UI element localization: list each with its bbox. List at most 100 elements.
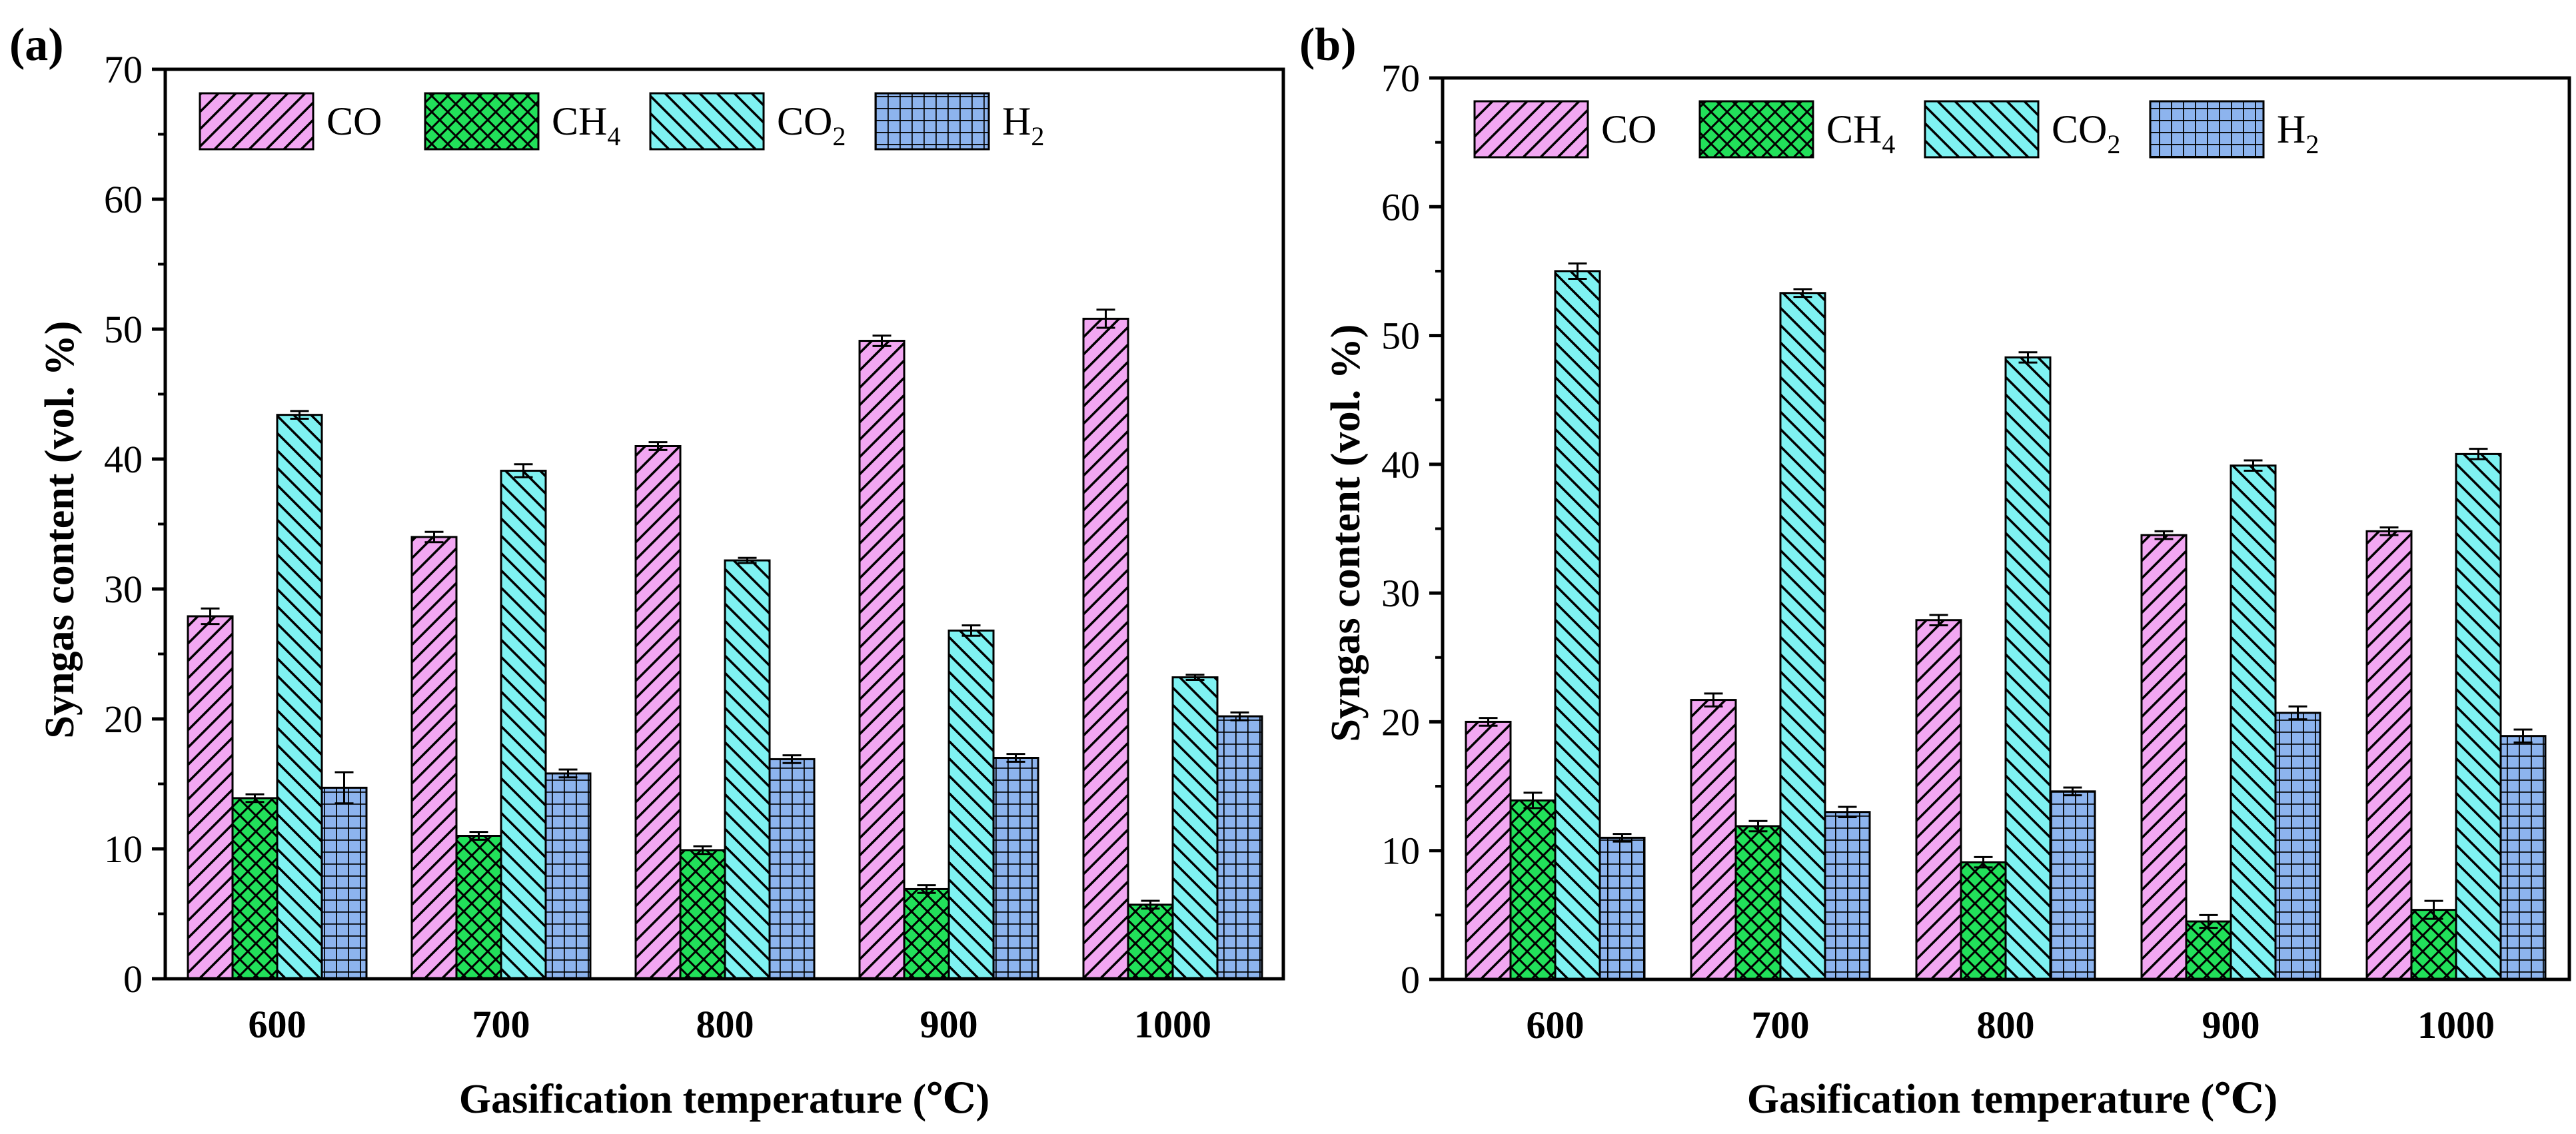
error-bar bbox=[738, 556, 757, 564]
error-bar bbox=[872, 334, 892, 347]
legend-swatch-h2 bbox=[2149, 100, 2265, 159]
x-tick-label: 700 bbox=[472, 1003, 530, 1046]
legend-swatch-co2 bbox=[649, 92, 765, 151]
bar-co-700 bbox=[1690, 699, 1737, 981]
error-bar bbox=[334, 771, 354, 805]
legend-label-co: CO bbox=[1601, 107, 1656, 151]
x-tick-label: 600 bbox=[249, 1003, 307, 1046]
y-tick-label: 30 bbox=[104, 568, 143, 611]
error-bar bbox=[1006, 753, 1025, 763]
legend-swatch-ch4 bbox=[424, 92, 540, 151]
error-bar bbox=[245, 793, 265, 804]
error-bar bbox=[2018, 351, 2038, 364]
legend-label-co: CO bbox=[326, 99, 382, 143]
error-bar bbox=[424, 530, 444, 544]
bar-co-1000 bbox=[2365, 530, 2413, 981]
bar-co2-900 bbox=[2230, 464, 2277, 981]
x-tick-label: 600 bbox=[1527, 1003, 1585, 1047]
y-axis-title: Syngas content (vol. %) bbox=[37, 321, 83, 739]
error-bar bbox=[1838, 806, 1857, 818]
legend: CO CH4 CO2 H2 bbox=[1473, 100, 2319, 159]
x-tick-label: 700 bbox=[1752, 1003, 1810, 1047]
bar-co-700 bbox=[410, 536, 458, 980]
bar-co-800 bbox=[634, 445, 682, 980]
error-bar bbox=[2063, 786, 2082, 797]
bar-co2-700 bbox=[1779, 292, 1826, 981]
legend-label-ch4: CH4 bbox=[552, 99, 620, 151]
error-bar bbox=[2244, 459, 2263, 472]
panel-label: (a) bbox=[9, 19, 64, 71]
legend: CO CH4 CO2 H2 bbox=[199, 92, 1044, 151]
bar-ch4-900 bbox=[2185, 920, 2232, 981]
bar-co2-600 bbox=[276, 414, 323, 980]
y-tick-label: 30 bbox=[1381, 572, 1420, 615]
error-bar bbox=[2379, 526, 2399, 536]
bar-h2-800 bbox=[2049, 790, 2096, 981]
x-tick-label: 900 bbox=[2202, 1003, 2260, 1047]
error-bar bbox=[1141, 899, 1160, 910]
plot-layer: 0 10 20 30 40 50 60 70 600 700 800 900 1000 CO CH4 CO2 H… bbox=[1381, 57, 2571, 1047]
y-tick-label: 50 bbox=[1381, 314, 1420, 358]
bar-ch4-900 bbox=[903, 887, 950, 980]
bar-ch4-800 bbox=[679, 849, 726, 980]
plot-layer: 0 10 20 30 40 50 60 70 600 700 800 900 1000 CO CH4 CO2 H… bbox=[104, 48, 1285, 1046]
y-tick-label: 60 bbox=[1381, 185, 1420, 229]
error-bar bbox=[201, 607, 220, 626]
bar-ch4-1000 bbox=[2410, 909, 2457, 981]
error-bar bbox=[1748, 820, 1768, 833]
bar-co2-1000 bbox=[2455, 452, 2502, 981]
bar-ch4-800 bbox=[1960, 861, 2007, 981]
bar-h2-600 bbox=[321, 786, 368, 980]
legend-label-co2: CO2 bbox=[777, 99, 846, 151]
bar-h2-1000 bbox=[2499, 735, 2547, 981]
bar-co2-800 bbox=[724, 559, 771, 980]
y-tick-label: 60 bbox=[104, 178, 143, 221]
error-bar bbox=[2199, 913, 2218, 929]
legend-label-ch4: CH4 bbox=[1826, 107, 1895, 159]
error-bar bbox=[1479, 717, 1498, 727]
y-tick-label: 10 bbox=[1381, 830, 1420, 873]
bar-co-1000 bbox=[1082, 317, 1129, 980]
bar-co2-900 bbox=[948, 629, 995, 980]
bar-h2-600 bbox=[1599, 836, 1646, 981]
error-bar bbox=[648, 441, 668, 451]
bar-co2-700 bbox=[500, 470, 547, 980]
legend-swatch-co2 bbox=[1924, 100, 2040, 159]
error-bar bbox=[2513, 728, 2533, 744]
bar-co-900 bbox=[2140, 534, 2188, 981]
error-bar bbox=[1612, 833, 1632, 843]
x-tick-label: 900 bbox=[920, 1003, 978, 1046]
y-axis-title: Syngas content (vol. %) bbox=[1323, 324, 1369, 742]
y-tick-label: 10 bbox=[104, 828, 143, 871]
error-bar bbox=[2154, 530, 2174, 540]
y-tick-label: 40 bbox=[104, 438, 143, 481]
bar-ch4-1000 bbox=[1127, 903, 1174, 980]
bar-ch4-700 bbox=[1734, 825, 1782, 981]
error-bar bbox=[962, 624, 981, 637]
x-tick-label: 1000 bbox=[1134, 1003, 1211, 1046]
bar-co-600 bbox=[1465, 720, 1512, 981]
x-axis-title: Gasification temperature (℃) bbox=[1747, 1077, 2277, 1122]
bar-ch4-600 bbox=[231, 797, 279, 980]
legend-swatch-h2 bbox=[874, 92, 990, 151]
y-tick-label: 70 bbox=[104, 48, 143, 91]
error-bar bbox=[693, 845, 712, 855]
bar-h2-700 bbox=[544, 772, 592, 980]
legend-swatch-co bbox=[199, 92, 315, 151]
error-bar bbox=[1185, 674, 1205, 681]
error-bar bbox=[1523, 792, 1543, 810]
legend-swatch-co bbox=[1473, 100, 1589, 159]
error-bar bbox=[917, 884, 936, 894]
legend-label-h2: H2 bbox=[2277, 107, 2319, 159]
error-bar bbox=[1568, 262, 1587, 281]
y-tick-label: 70 bbox=[1381, 57, 1420, 100]
error-bar bbox=[514, 463, 533, 478]
bar-h2-800 bbox=[768, 758, 816, 980]
bar-h2-700 bbox=[1824, 811, 1871, 981]
error-bar bbox=[1974, 855, 1993, 869]
x-tick-label: 800 bbox=[1977, 1003, 2035, 1047]
error-bar bbox=[1793, 288, 1812, 298]
legend-swatch-ch4 bbox=[1698, 100, 1814, 159]
bar-co2-600 bbox=[1554, 270, 1601, 981]
